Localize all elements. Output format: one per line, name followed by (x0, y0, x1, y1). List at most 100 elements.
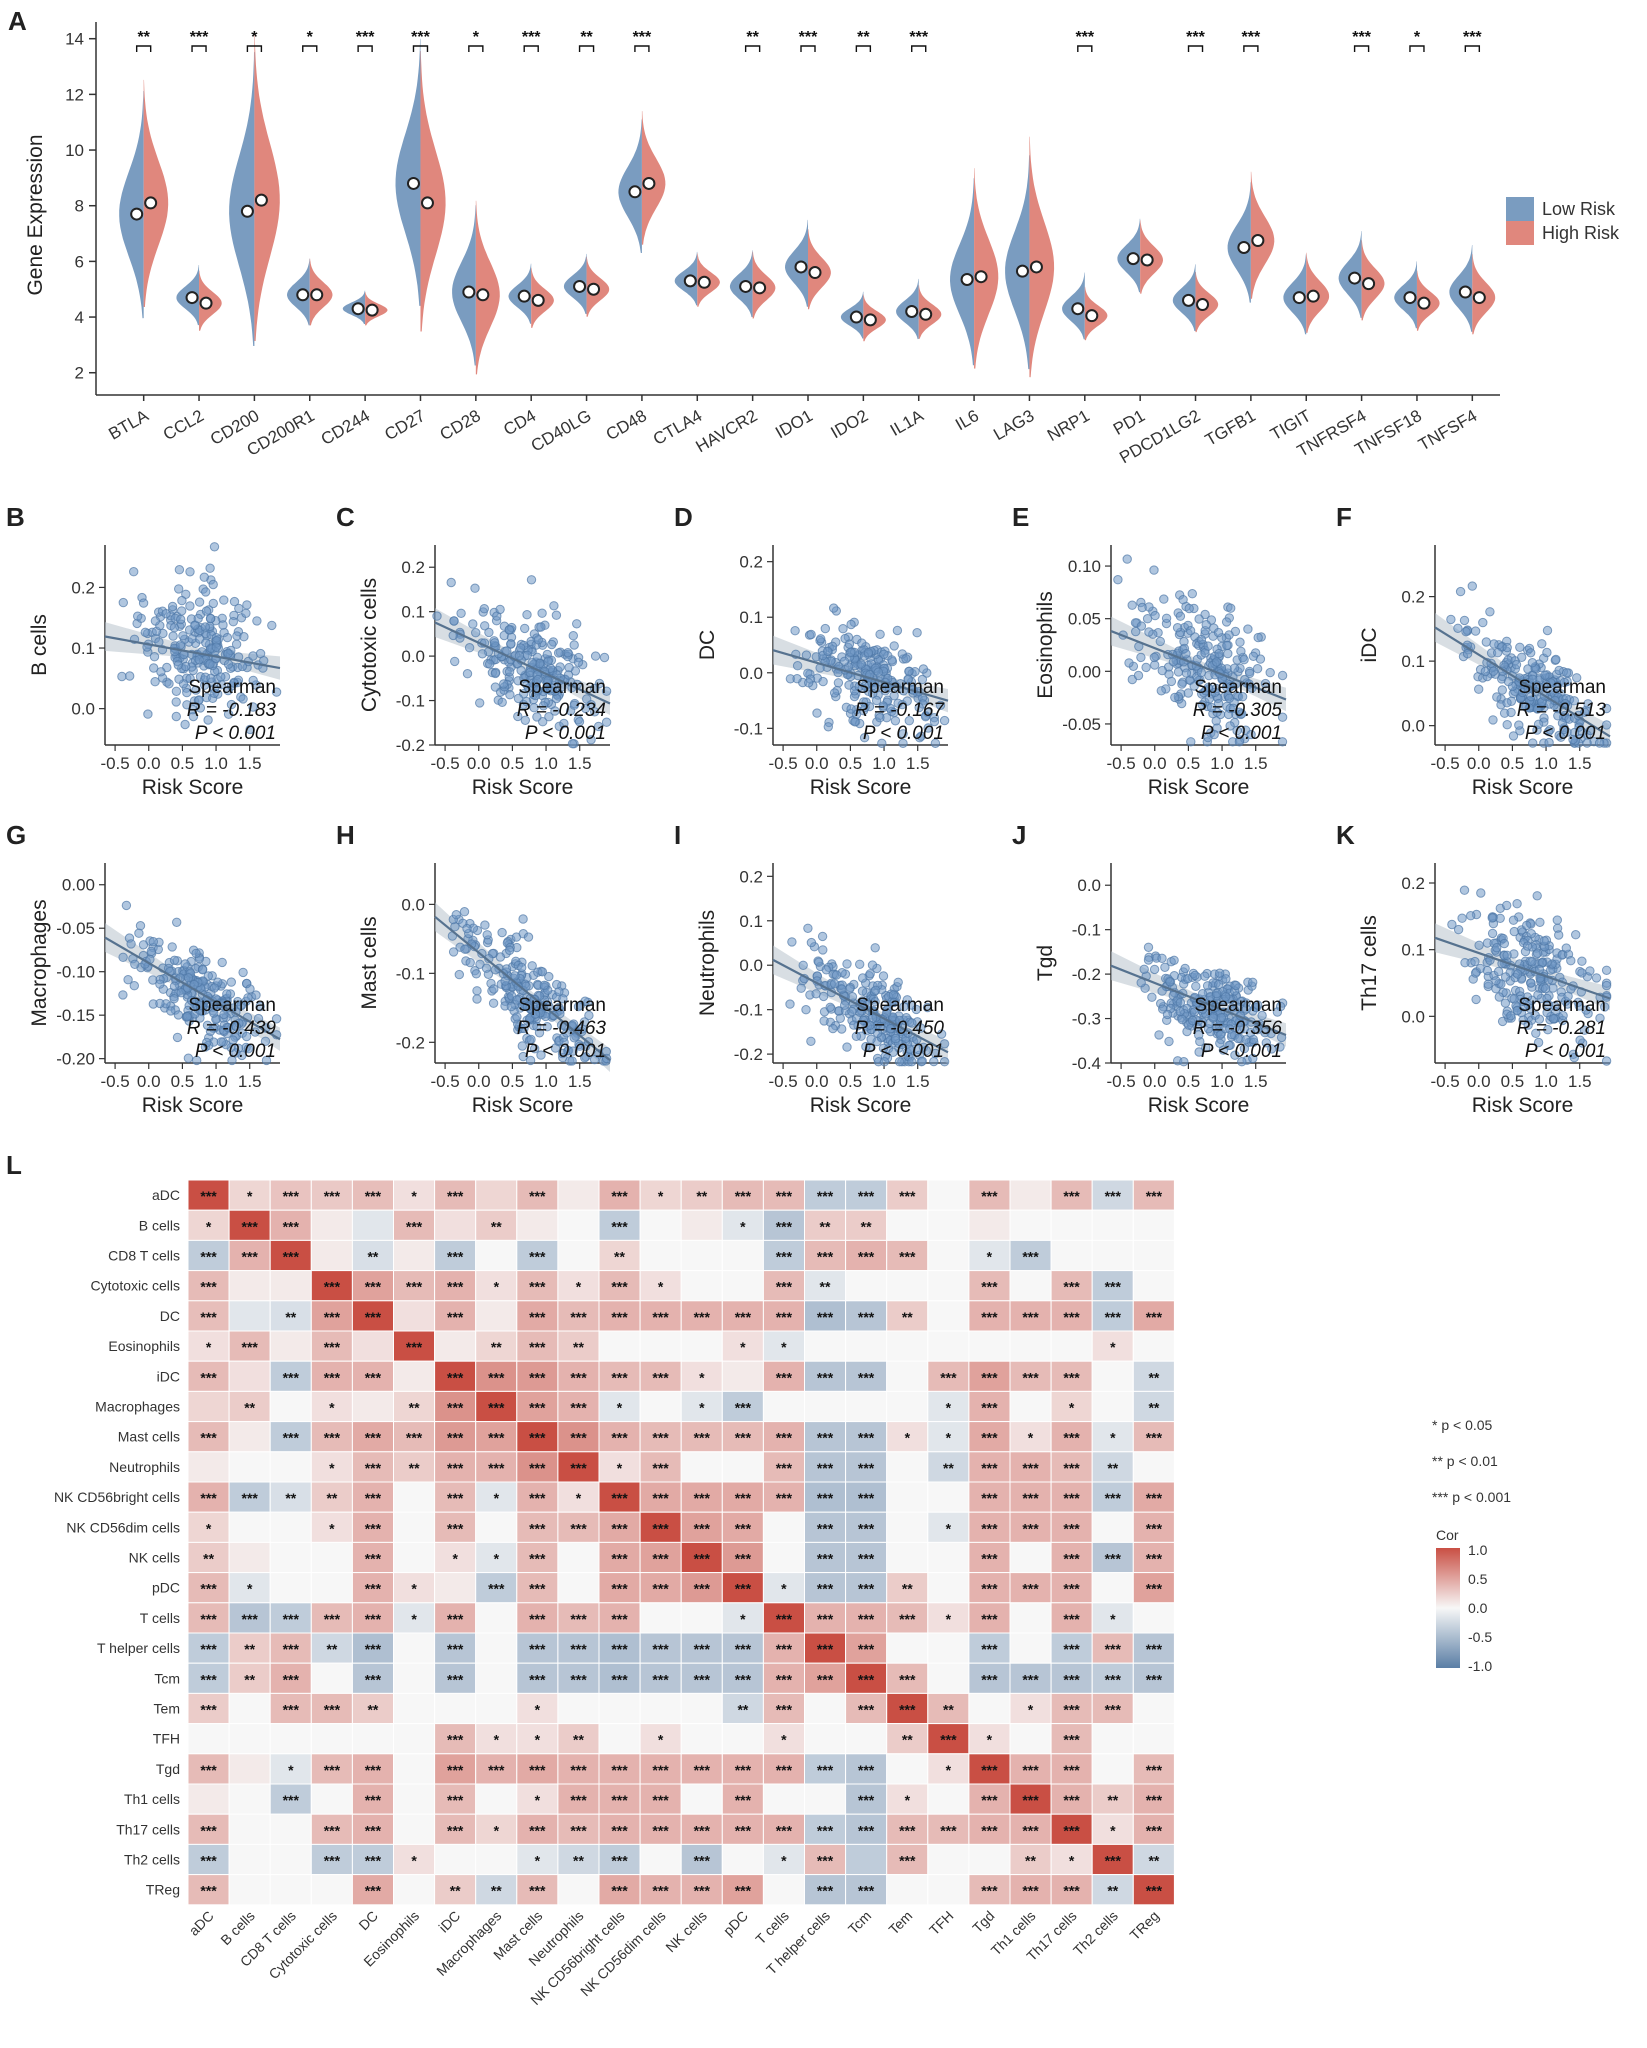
scatter-point (497, 697, 507, 707)
heatmap-cell-stars: *** (776, 1188, 793, 1204)
heatmap-cell (1091, 1360, 1134, 1392)
heatmap-cell-stars: *** (735, 1581, 752, 1597)
heatmap-cell-stars: * (1028, 1702, 1034, 1718)
scatter-point (1180, 963, 1190, 974)
heatmap-cell (927, 1541, 970, 1574)
heatmap-cell-stars: ** (573, 1732, 584, 1748)
heatmap-cell-stars: *** (611, 1309, 628, 1325)
heatmap-cell-stars: *** (776, 1671, 793, 1687)
scatter-point (1221, 617, 1232, 627)
heatmap-cell-stars: ** (285, 1490, 296, 1506)
heatmap-cell-stars: *** (652, 1490, 669, 1506)
scatter-point (194, 655, 204, 665)
heatmap-cell-stars: *** (1105, 1551, 1122, 1567)
xtick-label: 1.5 (906, 754, 930, 773)
heatmap-cell (228, 1451, 271, 1483)
sig-bracket-CD40LG (578, 45, 595, 52)
scatter-point (1179, 1057, 1189, 1067)
scatter-point (180, 719, 190, 730)
heatmap-cell-stars: *** (447, 1309, 464, 1325)
violin-low-CD200 (229, 52, 255, 347)
heatmap-cell (393, 1783, 436, 1815)
sig-bracket-BTLA (135, 45, 152, 52)
heatmap-cell-stars: *** (981, 1671, 998, 1687)
scatter-point (1511, 660, 1522, 670)
scatter-point (1526, 648, 1536, 658)
scatter-point (155, 979, 165, 989)
scatter-point (1512, 899, 1522, 909)
scatter-point (1175, 611, 1186, 621)
scatter-point (450, 656, 460, 667)
spearman-label: Spearman (1518, 995, 1606, 1016)
median-high-PD1 (1140, 253, 1154, 267)
xtick-label: 0.0 (805, 1072, 829, 1091)
scatter-point (117, 671, 127, 682)
scatter-point (1591, 973, 1602, 983)
heatmap-cell-stars: *** (694, 1430, 711, 1446)
scatter-point (1455, 586, 1466, 597)
heatmap-cell-stars: *** (776, 1490, 793, 1506)
heatmap-cell-stars: *** (1063, 1822, 1080, 1838)
heatmap-cell-stars: * (617, 1400, 623, 1416)
sig-bracket-PDCD1LG2 (1187, 45, 1204, 52)
scatter-point (1124, 658, 1134, 668)
heatmap-cell (475, 1239, 518, 1272)
violin-low-TGFB1 (1227, 182, 1251, 303)
heatmap-cell-stars: *** (200, 1702, 217, 1718)
heatmap-cell (762, 1390, 806, 1423)
heatmap-cell-stars: *** (981, 1883, 998, 1899)
heatmap-cell-stars: ** (450, 1883, 461, 1899)
heatmap-cell-stars: *** (652, 1883, 669, 1899)
heatmap-cell (1091, 1390, 1134, 1423)
scatter-point (1467, 581, 1478, 591)
heatmap-cell-stars: *** (817, 1309, 834, 1325)
heatmap-cell (475, 1300, 518, 1332)
scatter-point (520, 623, 530, 634)
heatmap-cell-stars: *** (735, 1400, 752, 1416)
scatter-point (500, 976, 510, 986)
scatter-point (238, 967, 248, 978)
heatmap-cell-stars: ** (696, 1188, 707, 1204)
scatter-point (526, 575, 537, 585)
heatmap-cell-stars: *** (981, 1611, 998, 1627)
xtick-label: 0.0 (1143, 754, 1167, 773)
scatter-point (831, 970, 842, 980)
heatmap-cell (721, 1360, 764, 1392)
heatmap-cell-stars: * (946, 1611, 952, 1627)
scatter-point (499, 679, 509, 689)
scatter-point (790, 626, 800, 636)
scatter-point (229, 678, 239, 688)
heatmap-cell (228, 1421, 271, 1453)
scatter-point (1506, 1011, 1516, 1021)
heatmap-cell-stars: *** (858, 1883, 875, 1899)
scatter-point (1489, 639, 1499, 649)
sig-stars-TNFSF4: *** (1463, 29, 1482, 46)
heatmap-row-label: T cells (140, 1610, 180, 1626)
scatter-point (191, 685, 201, 695)
panel-a-ylabel: Gene Expression (24, 134, 47, 295)
heatmap-cell-stars: *** (735, 1792, 752, 1808)
heatmap-cell-stars: *** (1105, 1671, 1122, 1687)
heatmap-cell-stars: *** (529, 1520, 546, 1536)
heatmap-cell-stars: *** (570, 1792, 587, 1808)
heatmap-cell-stars: * (987, 1732, 993, 1748)
scatter-point (1185, 626, 1196, 636)
y-axis-title: iDC (1358, 628, 1381, 663)
scatter-point (183, 973, 194, 983)
heatmap-cell-stars: *** (981, 1460, 998, 1476)
heatmap-cell-stars: *** (652, 1460, 669, 1476)
heatmap-cell (1009, 1209, 1052, 1241)
scatter-point (1535, 917, 1545, 927)
heatmap-cell-stars: ** (737, 1702, 748, 1718)
scatter-points (117, 542, 282, 735)
scatter-point (133, 611, 143, 621)
scatter-point (177, 595, 187, 606)
heatmap-cell (310, 1541, 353, 1574)
scatter-point (878, 971, 889, 981)
scatter-point (1495, 913, 1505, 923)
scatter-point (481, 963, 492, 973)
xtick-label: 0.0 (805, 754, 829, 773)
heatmap-cell-stars: *** (611, 1883, 628, 1899)
ytick-label: 0.2 (71, 578, 95, 597)
xtick-label: 0.5 (1501, 1072, 1525, 1091)
